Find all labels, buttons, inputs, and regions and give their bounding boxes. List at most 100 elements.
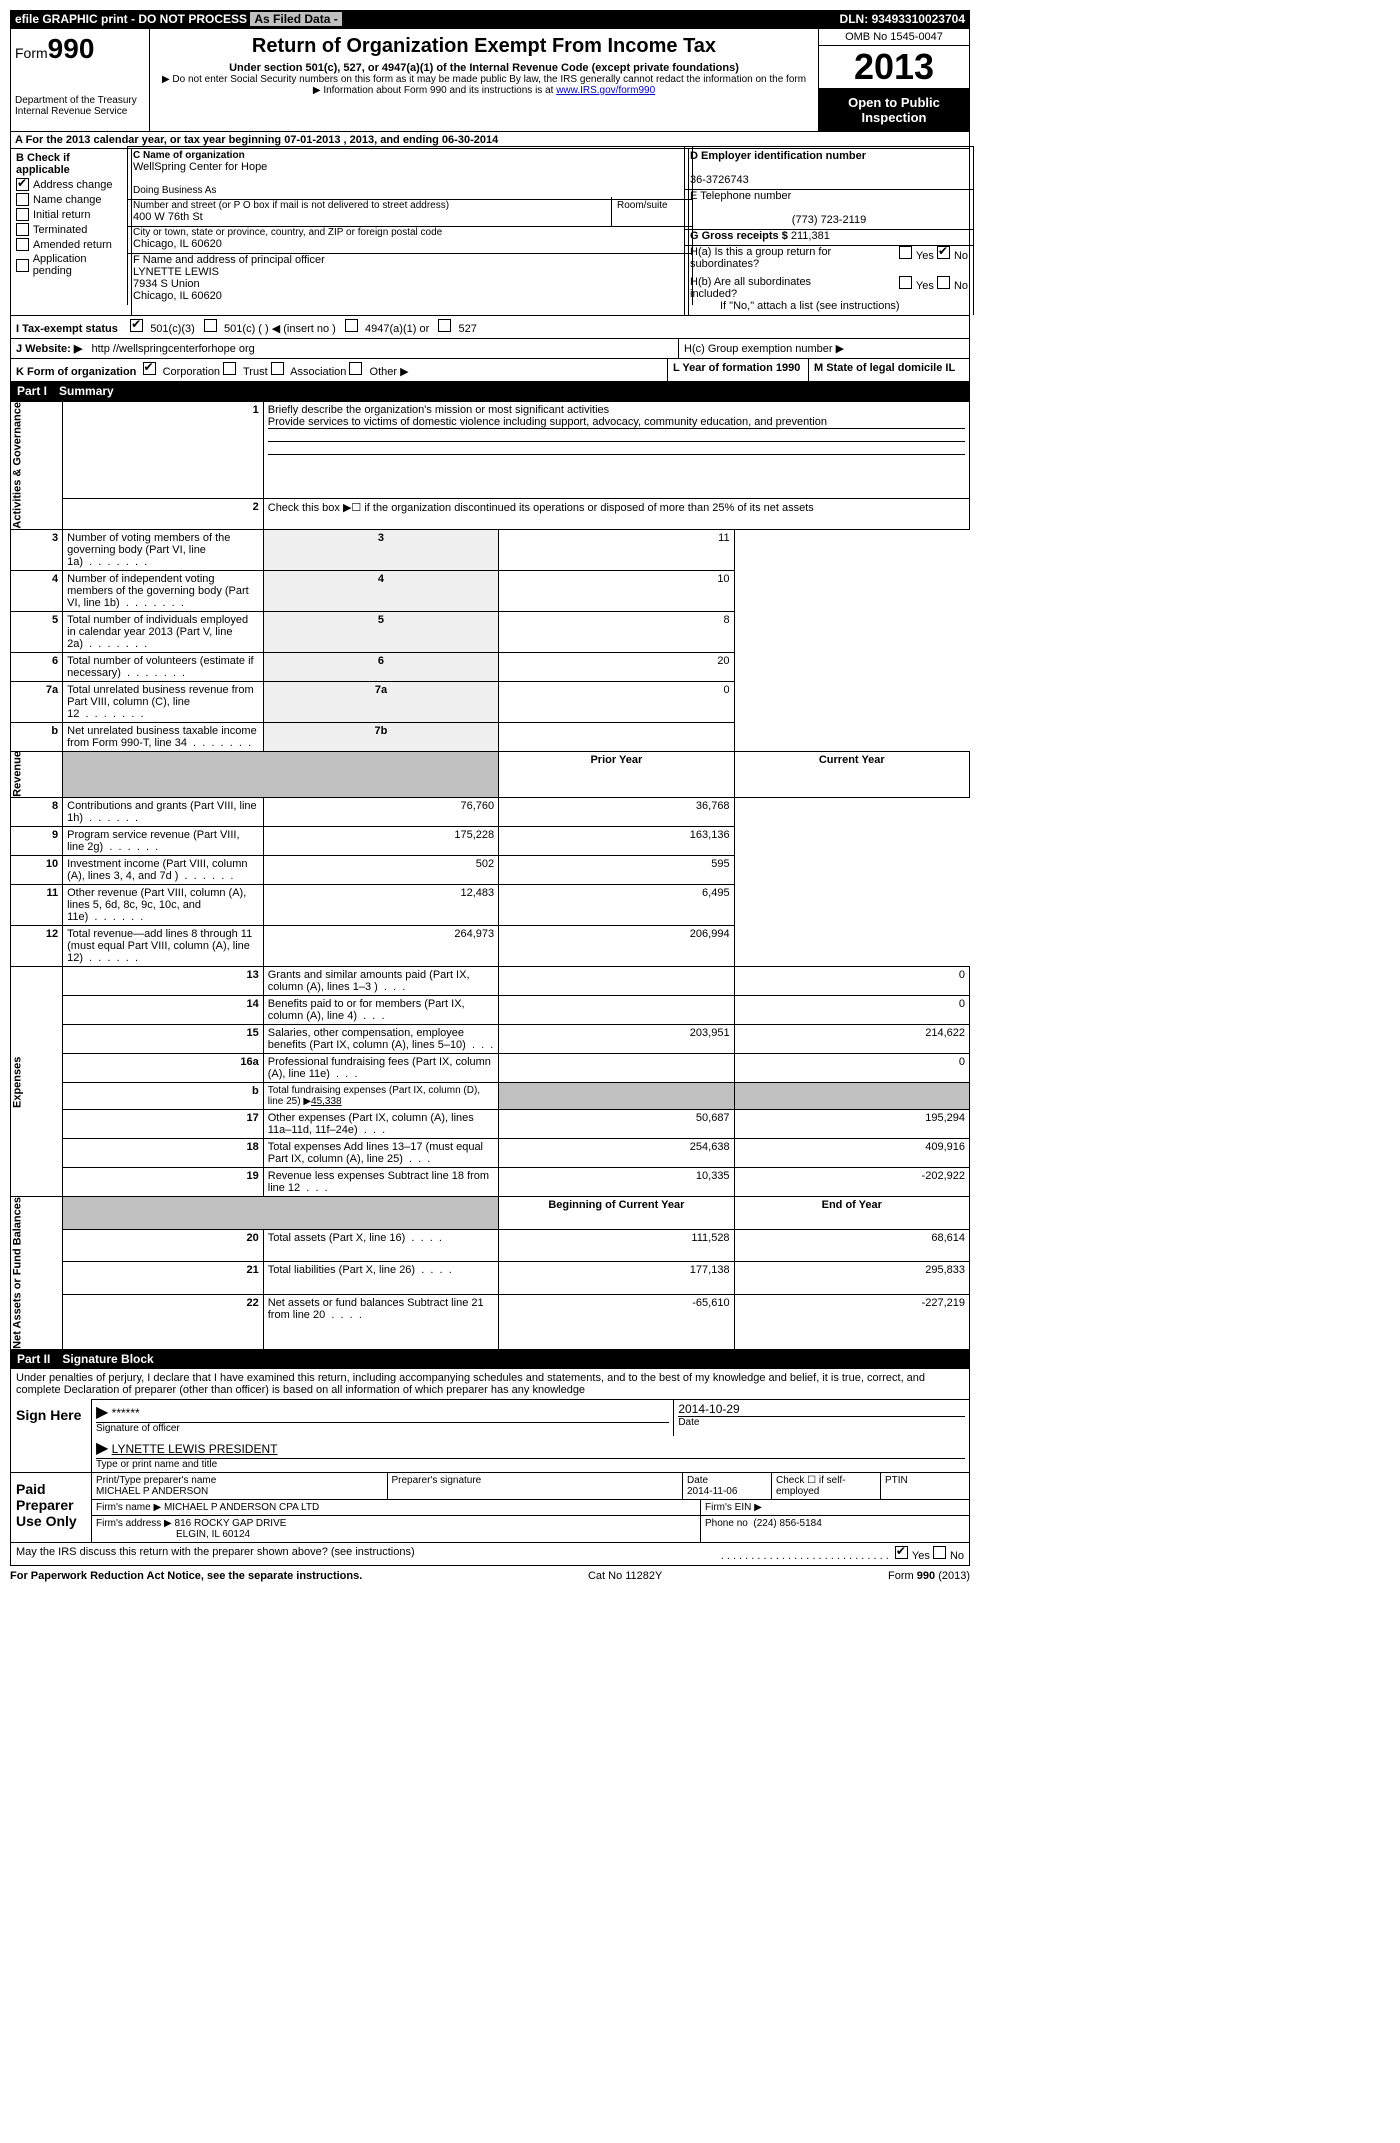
checkbox[interactable] xyxy=(16,223,29,236)
gross-receipts-label: G Gross receipts $ xyxy=(690,230,788,242)
firm-addr2: ELGIN, IL 60124 xyxy=(176,1529,250,1540)
ha-label: H(a) Is this a group return for subordin… xyxy=(690,246,860,270)
prep-date-label: Date xyxy=(687,1475,767,1486)
501c3-checkbox[interactable] xyxy=(130,319,143,332)
part-1-header: Part I Summary xyxy=(10,382,970,401)
ein-label: D Employer identification number xyxy=(690,150,968,162)
hb-note: If "No," attach a list (see instructions… xyxy=(720,300,968,312)
hc-label: H(c) Group exemption number ▶ xyxy=(678,339,969,358)
street-address: 400 W 76th St xyxy=(133,211,611,223)
form-note2: ▶ Information about Form 990 and its ins… xyxy=(313,85,556,96)
firm-addr1: 816 ROCKY GAP DRIVE xyxy=(175,1518,287,1529)
checkbox[interactable] xyxy=(16,259,29,272)
phone-label: E Telephone number xyxy=(690,190,968,202)
prep-name: MICHAEL P ANDERSON xyxy=(96,1486,383,1497)
mission-text: Provide services to victims of domestic … xyxy=(268,416,965,429)
tax-exempt-label: I Tax-exempt status xyxy=(16,323,118,335)
sign-here-label: Sign Here xyxy=(11,1399,91,1472)
trust-checkbox[interactable] xyxy=(223,362,236,375)
city-state-zip: Chicago, IL 60620 xyxy=(133,238,687,250)
527-checkbox[interactable] xyxy=(438,319,451,332)
other-checkbox[interactable] xyxy=(349,362,362,375)
firm-name: MICHAEL P ANDERSON CPA LTD xyxy=(164,1502,319,1513)
checkbox[interactable] xyxy=(16,193,29,206)
hb-yes-checkbox[interactable] xyxy=(899,276,912,289)
501c-checkbox[interactable] xyxy=(204,319,217,332)
page-footer: For Paperwork Reduction Act Notice, see … xyxy=(10,1566,970,1586)
city-label: City or town, state or province, country… xyxy=(133,227,687,238)
tax-year: 2013 xyxy=(819,46,969,89)
summary-table: Activities & Governance 1 Briefly descri… xyxy=(10,401,970,1350)
form-word: Form xyxy=(15,45,48,61)
prep-name-label: Print/Type preparer's name xyxy=(96,1475,383,1486)
ha-yes-checkbox[interactable] xyxy=(899,246,912,259)
4947-checkbox[interactable] xyxy=(345,319,358,332)
assoc-checkbox[interactable] xyxy=(271,362,284,375)
asfiled-label: As Filed Data - xyxy=(250,12,341,26)
footer-left: For Paperwork Reduction Act Notice, see … xyxy=(10,1570,362,1582)
end-year-header: End of Year xyxy=(734,1197,969,1229)
ein-value: 36-3726743 xyxy=(690,174,968,186)
expenses-label: Expenses xyxy=(11,967,63,1197)
year-formation: L Year of formation 1990 xyxy=(668,359,809,381)
org-name: WellSpring Center for Hope xyxy=(133,161,687,173)
footer-center: Cat No 11282Y xyxy=(588,1570,662,1582)
sig-date: 2014-10-29 xyxy=(678,1402,739,1416)
netassets-label: Net Assets or Fund Balances xyxy=(11,1197,63,1350)
footer-right: Form 990 (2013) xyxy=(888,1570,970,1582)
checkbox[interactable] xyxy=(16,208,29,221)
date-label: Date xyxy=(678,1416,965,1428)
discuss-text: May the IRS discuss this return with the… xyxy=(16,1546,415,1562)
ha-no-checkbox[interactable] xyxy=(937,246,950,259)
form-number: 990 xyxy=(48,33,95,64)
hb-no-checkbox[interactable] xyxy=(937,276,950,289)
officer-name: LYNETTE LEWIS xyxy=(133,266,687,278)
officer-label: F Name and address of principal officer xyxy=(133,254,687,266)
dept-treasury: Department of the Treasury xyxy=(15,95,145,106)
officer-addr2: Chicago, IL 60620 xyxy=(133,290,687,302)
irs-label: Internal Revenue Service xyxy=(15,106,145,117)
corp-checkbox[interactable] xyxy=(143,362,156,375)
header-grid: B Check if applicable Address changeName… xyxy=(10,149,970,316)
ptin-label: PTIN xyxy=(880,1473,969,1499)
gross-receipts-value: 211,381 xyxy=(791,230,830,242)
line2: Check this box ▶☐ if the organization di… xyxy=(263,498,969,529)
public-inspection: Open to Public Inspection xyxy=(819,89,969,131)
form-of-org-label: K Form of organization xyxy=(16,366,136,378)
section-b-label: B Check if applicable xyxy=(16,152,126,176)
discuss-yes-checkbox[interactable] xyxy=(895,1546,908,1559)
hb-label: H(b) Are all subordinates included? xyxy=(690,276,860,300)
prep-date: 2014-11-06 xyxy=(687,1486,767,1497)
firm-phone-label: Phone no xyxy=(705,1518,748,1529)
discuss-no-checkbox[interactable] xyxy=(933,1546,946,1559)
website-value: http //wellspringcenterforhope org xyxy=(92,343,255,355)
addr-label: Number and street (or P O box if mail is… xyxy=(133,200,611,211)
dln-value: 93493310023704 xyxy=(872,12,965,26)
part-2-header: Part II Signature Block xyxy=(10,1350,970,1369)
self-employed: Check ☐ if self-employed xyxy=(771,1473,880,1499)
efile-label: efile GRAPHIC print - DO NOT PROCESS xyxy=(15,12,247,26)
officer-addr1: 7934 S Union xyxy=(133,278,687,290)
revenue-label: Revenue xyxy=(11,751,63,798)
room-suite-label: Room/suite xyxy=(611,197,692,226)
efile-topbar: efile GRAPHIC print - DO NOT PROCESS As … xyxy=(10,10,970,28)
form-subtitle: Under section 501(c), 527, or 4947(a)(1)… xyxy=(158,62,810,74)
line1-label: Briefly describe the organization's miss… xyxy=(268,404,609,416)
dba-label: Doing Business As xyxy=(133,185,687,196)
firm-ein-label: Firm's EIN ▶ xyxy=(700,1500,969,1515)
form-header: Form990 Department of the Treasury Inter… xyxy=(10,28,970,132)
org-name-label: C Name of organization xyxy=(133,150,687,161)
form-note1: ▶ Do not enter Social Security numbers o… xyxy=(158,74,810,85)
irs-link[interactable]: www.IRS.gov/form990 xyxy=(556,85,655,96)
checkbox[interactable] xyxy=(16,238,29,251)
firm-phone: (224) 856-5184 xyxy=(753,1518,821,1529)
firm-name-label: Firm's name ▶ xyxy=(96,1502,161,1513)
firm-addr-label: Firm's address ▶ xyxy=(96,1518,172,1529)
name-title-label: Type or print name and title xyxy=(96,1458,965,1470)
phone-value: (773) 723-2119 xyxy=(690,214,968,226)
form-title: Return of Organization Exempt From Incom… xyxy=(158,35,810,58)
perjury-text: Under penalties of perjury, I declare th… xyxy=(11,1369,969,1399)
prior-year-header: Prior Year xyxy=(499,751,734,798)
state-domicile: M State of legal domicile IL xyxy=(809,359,969,381)
checkbox[interactable] xyxy=(16,178,29,191)
